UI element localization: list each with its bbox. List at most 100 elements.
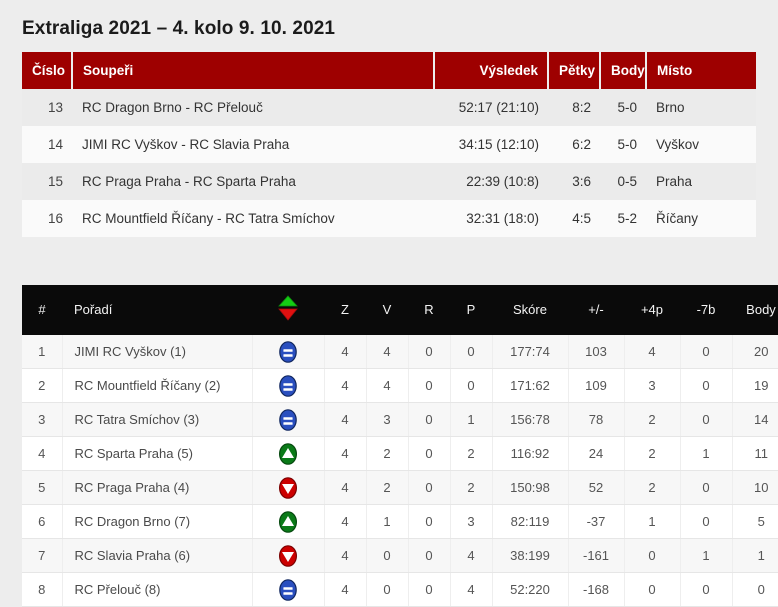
standings-team-name: RC Tatra Smíchov (3) [62, 402, 253, 437]
standings-losses: 1 [450, 402, 493, 437]
match-result: 32:31 (18:0) [434, 200, 548, 237]
table-row: 13 RC Dragon Brno - RC Přelouč 52:17 (21:1… [22, 89, 756, 126]
standings-trend [252, 538, 325, 573]
standings-bonus-4p: 2 [624, 436, 681, 471]
matches-col-body[interactable]: Body [600, 52, 647, 89]
standings-wins: 2 [366, 470, 409, 505]
trend-same-icon [278, 408, 298, 431]
standings-bonus-4p: 0 [624, 572, 681, 607]
standings-points: 19 [732, 368, 778, 403]
standings-trend [252, 470, 325, 505]
standings-score: 177:74 [492, 335, 569, 369]
trend-same-icon [278, 578, 298, 601]
standings-wins: 3 [366, 402, 409, 437]
standings-wins: 1 [366, 504, 409, 539]
standings-rank: 4 [22, 436, 63, 471]
standings-losses: 0 [450, 368, 493, 403]
standings-col-pm[interactable]: +/- [568, 285, 624, 335]
standings-col-team[interactable]: Pořadí [62, 285, 252, 335]
match-number: 15 [22, 163, 72, 200]
standings-played: 4 [324, 538, 367, 573]
match-teams: RC Dragon Brno - RC Přelouč [72, 89, 434, 126]
match-venue: Vyškov [646, 126, 756, 163]
standings-col-rank[interactable]: # [22, 285, 62, 335]
match-number: 16 [22, 200, 72, 237]
table-row: 3 RC Tatra Smíchov (3) 4 3 0 1 156:78 78 2 0 14 [22, 402, 778, 437]
standings-played: 4 [324, 368, 367, 403]
trend-up-icon [278, 510, 298, 533]
standings-wins: 0 [366, 572, 409, 607]
standings-table-header: # Pořadí Z V R P Skóre +/- +4p - [22, 285, 778, 335]
standings-draws: 0 [408, 368, 451, 403]
standings-trend [252, 504, 325, 539]
standings-trend [252, 368, 325, 403]
standings-table-body: 1 JIMI RC Vyškov (1) 4 4 0 0 177:74 103 4 0 20 2 RC … [22, 335, 778, 607]
match-points: 0-5 [600, 163, 646, 200]
standings-col-p4[interactable]: +4p [624, 285, 680, 335]
table-row: 4 RC Sparta Praha (5) 4 2 0 2 116:92 24 2 1 11 [22, 436, 778, 471]
standings-minus-7b: 0 [680, 470, 733, 505]
standings-points: 14 [732, 402, 778, 437]
standings-score: 52:220 [492, 572, 569, 607]
standings-col-trend[interactable] [252, 285, 324, 335]
standings-minus-7b: 0 [680, 572, 733, 607]
standings-team-name: RC Slavia Praha (6) [62, 538, 253, 573]
match-teams: JIMI RC Vyškov - RC Slavia Praha [72, 126, 434, 163]
standings-rank: 1 [22, 335, 63, 369]
match-result: 52:17 (21:10) [434, 89, 548, 126]
matches-col-misto[interactable]: Místo [646, 52, 756, 89]
match-petky: 3:6 [548, 163, 600, 200]
match-venue: Brno [646, 89, 756, 126]
standings-minus-7b: 0 [680, 504, 733, 539]
matches-col-cislo[interactable]: Číslo [22, 52, 73, 89]
standings-played: 4 [324, 335, 367, 369]
standings-wins: 2 [366, 436, 409, 471]
match-petky: 4:5 [548, 200, 600, 237]
sort-up-down-icon[interactable] [277, 295, 299, 321]
standings-col-body[interactable]: Body [732, 285, 778, 335]
standings-wins: 4 [366, 368, 409, 403]
match-points: 5-0 [600, 89, 646, 126]
standings-plus-minus: 103 [568, 335, 625, 369]
table-row: 2 RC Mountfield Říčany (2) 4 4 0 0 171:62 109 3 0… [22, 368, 778, 403]
matches-col-petky[interactable]: Pětky [548, 52, 601, 89]
standings-col-m7[interactable]: -7b [680, 285, 732, 335]
standings-plus-minus: -161 [568, 538, 625, 573]
match-teams: RC Praga Praha - RC Sparta Praha [72, 163, 434, 200]
standings-rank: 7 [22, 538, 63, 573]
standings-col-r[interactable]: R [408, 285, 450, 335]
standings-rank: 8 [22, 572, 63, 607]
standings-points: 5 [732, 504, 778, 539]
table-row: 8 RC Přelouč (8) 4 0 0 4 52:220 -168 0 0 0 [22, 572, 778, 607]
standings-losses: 3 [450, 504, 493, 539]
standings-team-name: RC Dragon Brno (7) [62, 504, 253, 539]
standings-bonus-4p: 3 [624, 368, 681, 403]
standings-bonus-4p: 4 [624, 335, 681, 369]
standings-col-score[interactable]: Skóre [492, 285, 568, 335]
matches-table-body: 13 RC Dragon Brno - RC Přelouč 52:17 (21:1… [22, 89, 756, 237]
standings-rank: 5 [22, 470, 63, 505]
trend-same-icon [278, 374, 298, 397]
page-title: Extraliga 2021 – 4. kolo 9. 10. 2021 [22, 18, 336, 39]
matches-col-vysledek[interactable]: Výsledek [434, 52, 549, 89]
standings-col-p[interactable]: P [450, 285, 492, 335]
trend-same-icon [278, 340, 298, 363]
standings-draws: 0 [408, 335, 451, 369]
standings-trend [252, 335, 325, 369]
standings-points: 11 [732, 436, 778, 471]
standings-plus-minus: 78 [568, 402, 625, 437]
standings-team-name: JIMI RC Vyškov (1) [62, 335, 253, 369]
match-points: 5-0 [600, 126, 646, 163]
standings-played: 4 [324, 572, 367, 607]
match-petky: 8:2 [548, 89, 600, 126]
standings-losses: 2 [450, 436, 493, 471]
match-number: 13 [22, 89, 72, 126]
standings-col-z[interactable]: Z [324, 285, 366, 335]
standings-table-container: # Pořadí Z V R P Skóre +/- +4p - [22, 285, 778, 607]
standings-minus-7b: 1 [680, 538, 733, 573]
matches-col-souperi[interactable]: Soupeři [72, 52, 435, 89]
standings-table: # Pořadí Z V R P Skóre +/- +4p - [22, 285, 778, 607]
standings-draws: 0 [408, 402, 451, 437]
standings-plus-minus: 52 [568, 470, 625, 505]
standings-col-v[interactable]: V [366, 285, 408, 335]
